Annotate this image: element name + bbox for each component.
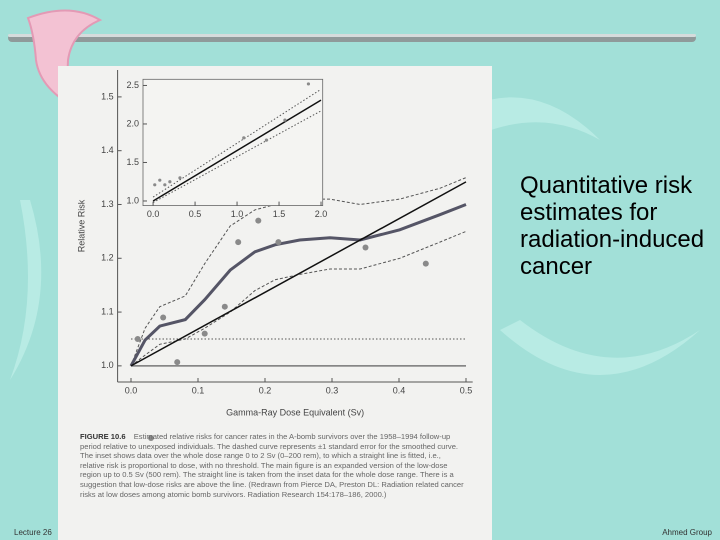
- data-point: [160, 314, 167, 321]
- data-point: [134, 335, 141, 342]
- y-tick-label: 2.5: [126, 80, 139, 90]
- curve: [130, 177, 467, 367]
- x-tick-label: 0.1: [192, 385, 205, 395]
- x-tick-label: 1.0: [231, 209, 244, 219]
- data-point: [178, 176, 182, 180]
- y-tick-label: 1.5: [126, 157, 139, 167]
- data-point: [168, 180, 172, 184]
- y-tick-label: 1.2: [101, 253, 114, 263]
- caption-label: FIGURE 10.6: [80, 432, 126, 441]
- data-point: [242, 136, 246, 140]
- caption-symbol: [148, 435, 154, 441]
- x-tick-label: 1.5: [273, 209, 286, 219]
- inset-chart: 0.0 0.5 1.0 1.5 2.0 1.0 1.5 2.0 2.5: [126, 78, 328, 219]
- y-tick-label: 1.1: [101, 306, 114, 316]
- y-axis-label: Relative Risk: [76, 199, 86, 252]
- data-point: [306, 82, 311, 86]
- x-tick-label: 0.2: [259, 385, 272, 395]
- x-tick-label: 0.5: [460, 385, 473, 395]
- data-point: [153, 183, 157, 187]
- curve: [130, 230, 467, 367]
- data-point: [422, 260, 429, 267]
- decor: [10, 200, 42, 380]
- data-point: [283, 118, 287, 122]
- y-tick-label: 1.3: [101, 199, 114, 209]
- data-point: [221, 303, 228, 310]
- curve: [152, 110, 322, 203]
- data-point: [264, 138, 269, 142]
- main-chart: 0.0 0.1 0.2 0.3 0.4 0.5 1.0 1.1 1.2 1.3 1.4 1.5 Gamm…: [76, 70, 473, 417]
- data-point: [255, 217, 262, 224]
- data-point: [174, 359, 181, 366]
- header-bar-highlight: [8, 34, 696, 37]
- y-tick-label: 1.0: [101, 360, 114, 370]
- caption-text: Estimated relative risks for cancer rate…: [80, 432, 464, 499]
- x-tick-label: 0.0: [125, 385, 138, 395]
- data-point: [275, 239, 282, 246]
- y-tick-label: 1.5: [101, 91, 114, 101]
- data-point: [163, 183, 167, 187]
- curve: [130, 181, 467, 367]
- data-point: [362, 244, 369, 251]
- x-tick-label: 0.4: [393, 385, 406, 395]
- figure-caption: FIGURE 10.6 Estimated relative risks for…: [80, 432, 465, 499]
- curve: [129, 203, 467, 367]
- decor: [500, 320, 700, 375]
- x-axis-label: Gamma-Ray Dose Equivalent (Sv): [226, 407, 364, 417]
- y-tick-label: 2.0: [126, 118, 139, 128]
- x-tick-label: 0.3: [326, 385, 339, 395]
- curve: [152, 99, 322, 202]
- x-tick-label: 0.5: [189, 209, 202, 219]
- footer-right: Ahmed Group: [662, 528, 712, 537]
- footer-left: Lecture 26: [14, 528, 52, 537]
- y-tick-label: 1.0: [126, 195, 139, 205]
- inset-frame: [142, 78, 324, 207]
- x-tick-label: 2.0: [315, 209, 328, 219]
- data-point: [158, 178, 162, 182]
- slide-title: Quantitative risk estimates for radiatio…: [520, 172, 705, 280]
- data-point: [235, 239, 242, 246]
- y-tick-label: 1.4: [101, 145, 114, 155]
- charts: 0.0 0.1 0.2 0.3 0.4 0.5 1.0 1.1 1.2 1.3 1.4 1.5 Gamm…: [76, 70, 473, 417]
- data-point: [201, 330, 208, 337]
- x-tick-label: 0.0: [147, 209, 160, 219]
